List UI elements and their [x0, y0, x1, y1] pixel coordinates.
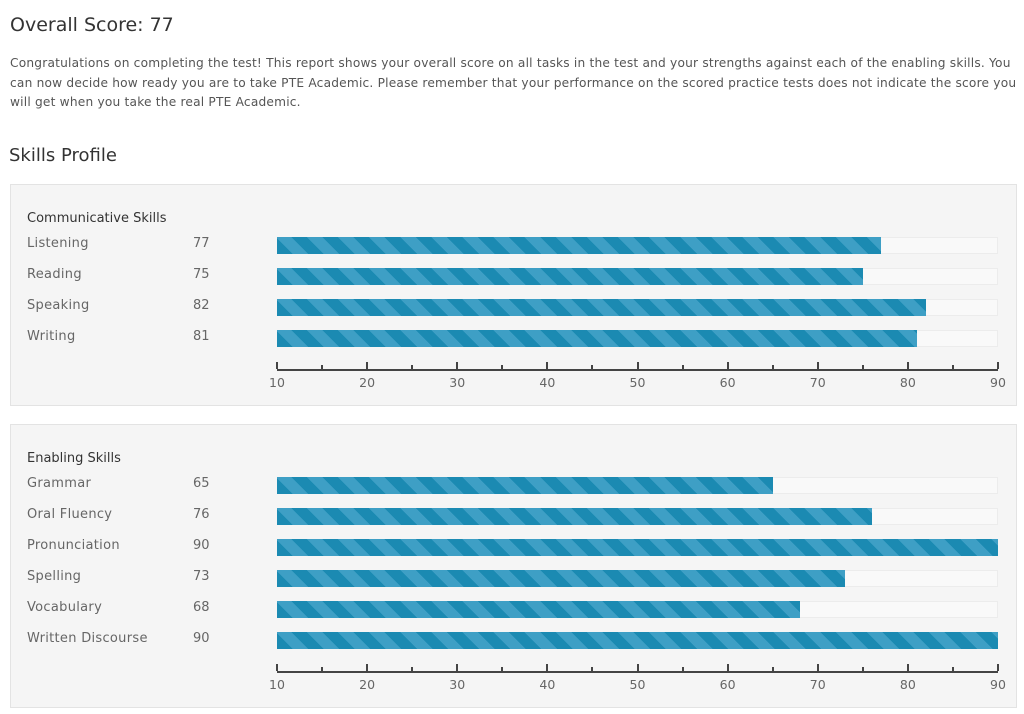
bar-fill [277, 477, 773, 494]
skill-label: Oral Fluency [27, 507, 113, 522]
enabling-skills-panel: Enabling Skills Grammar 65 Oral Fluency 76 P… [10, 424, 1017, 708]
bar-fill [277, 237, 881, 254]
minor-tick [321, 667, 324, 671]
major-tick [997, 664, 999, 671]
major-tick [546, 362, 549, 369]
skills-profile-title: Skills Profile [9, 145, 117, 166]
tick-label: 80 [899, 677, 916, 692]
minor-tick [771, 667, 774, 671]
major-tick [816, 664, 819, 671]
bar-fill [277, 632, 998, 649]
skill-score: 82 [193, 298, 210, 313]
tick-label: 70 [809, 375, 826, 390]
major-tick [456, 664, 459, 671]
tick-label: 20 [359, 677, 376, 692]
x-axis [277, 671, 998, 673]
minor-tick [951, 667, 954, 671]
tick-label: 20 [359, 375, 376, 390]
skill-score: 75 [193, 267, 210, 282]
bar-fill [277, 508, 872, 525]
skill-score: 68 [193, 600, 210, 615]
major-tick [997, 362, 999, 369]
skill-score: 73 [193, 569, 210, 584]
minor-tick [861, 667, 864, 671]
tick-label: 60 [719, 677, 736, 692]
major-tick [906, 362, 909, 369]
tick-label: 40 [539, 677, 556, 692]
major-tick [366, 362, 369, 369]
bar-fill [277, 299, 926, 316]
minor-tick [411, 365, 414, 369]
bar-fill [277, 268, 863, 285]
skill-score: 81 [193, 329, 210, 344]
major-tick [726, 664, 729, 671]
major-tick [276, 664, 278, 671]
major-tick [726, 362, 729, 369]
minor-tick [591, 667, 594, 671]
x-axis [277, 369, 998, 371]
major-tick [636, 362, 639, 369]
major-tick [366, 664, 369, 671]
minor-tick [501, 365, 504, 369]
skill-score: 76 [193, 507, 210, 522]
skill-label: Pronunciation [27, 538, 120, 553]
tick-label: 10 [269, 375, 285, 390]
skill-label: Listening [27, 236, 89, 251]
minor-tick [861, 365, 864, 369]
tick-label: 80 [899, 375, 916, 390]
minor-tick [591, 365, 594, 369]
minor-tick [411, 667, 414, 671]
skill-score: 90 [193, 538, 210, 553]
tick-label: 30 [449, 677, 466, 692]
skill-score: 65 [193, 476, 210, 491]
skill-label: Vocabulary [27, 600, 103, 615]
tick-label: 60 [719, 375, 736, 390]
major-tick [906, 664, 909, 671]
tick-label: 30 [449, 375, 466, 390]
tick-label: 50 [629, 677, 646, 692]
minor-tick [681, 667, 684, 671]
bar-fill [277, 601, 800, 618]
skill-score: 77 [193, 236, 210, 251]
tick-label: 40 [539, 375, 556, 390]
skill-label: Grammar [27, 476, 92, 491]
bar-fill [277, 539, 998, 556]
major-tick [546, 664, 549, 671]
skill-label: Speaking [27, 298, 90, 313]
intro-text: Congratulations on completing the test! … [10, 56, 1017, 109]
skill-label: Written Discourse [27, 631, 148, 646]
skill-label: Writing [27, 329, 76, 344]
overall-score-title: Overall Score: 77 [10, 14, 174, 36]
communicative-skills-panel: Communicative Skills Listening 77 Reading 7… [10, 184, 1017, 406]
major-tick [816, 362, 819, 369]
skill-label: Spelling [27, 569, 82, 584]
minor-tick [951, 365, 954, 369]
major-tick [456, 362, 459, 369]
panel-title: Communicative Skills [27, 211, 167, 226]
major-tick [276, 362, 278, 369]
tick-label: 90 [990, 375, 1006, 390]
panel-title: Enabling Skills [27, 451, 121, 466]
bar-fill [277, 570, 845, 587]
tick-label: 70 [809, 677, 826, 692]
major-tick [636, 664, 639, 671]
minor-tick [681, 365, 684, 369]
tick-label: 50 [629, 375, 646, 390]
tick-label: 90 [990, 677, 1006, 692]
tick-label: 10 [269, 677, 285, 692]
bar-fill [277, 330, 917, 347]
minor-tick [771, 365, 774, 369]
minor-tick [321, 365, 324, 369]
minor-tick [501, 667, 504, 671]
skill-score: 90 [193, 631, 210, 646]
skill-label: Reading [27, 267, 82, 282]
